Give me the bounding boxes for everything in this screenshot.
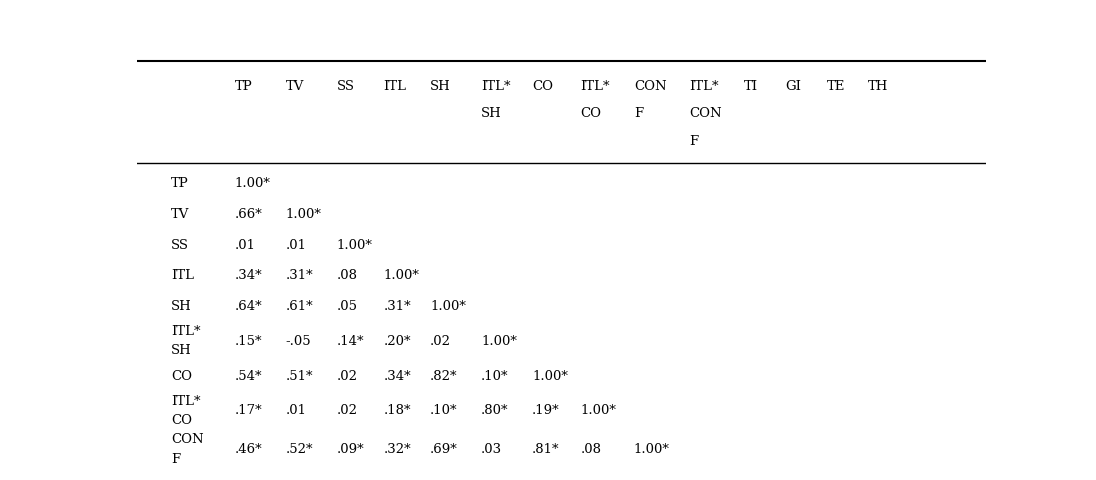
Text: TV: TV: [286, 80, 304, 93]
Text: .34*: .34*: [384, 370, 411, 383]
Text: TI: TI: [744, 80, 758, 93]
Text: 1.00*: 1.00*: [336, 239, 373, 252]
Text: .31*: .31*: [286, 269, 313, 282]
Text: .15*: .15*: [235, 335, 262, 348]
Text: ITL*: ITL*: [171, 325, 201, 338]
Text: CO: CO: [171, 414, 192, 427]
Text: 1.00*: 1.00*: [581, 404, 616, 417]
Text: ITL: ITL: [384, 80, 407, 93]
Text: 1.00*: 1.00*: [481, 335, 517, 348]
Text: .08: .08: [581, 443, 602, 456]
Text: CO: CO: [532, 80, 553, 93]
Text: .01: .01: [286, 239, 307, 252]
Text: .17*: .17*: [235, 404, 262, 417]
Text: F: F: [171, 453, 180, 466]
Text: ITL: ITL: [171, 269, 194, 282]
Text: .32*: .32*: [384, 443, 411, 456]
Text: .10*: .10*: [481, 370, 509, 383]
Text: .10*: .10*: [430, 404, 457, 417]
Text: .64*: .64*: [235, 300, 262, 313]
Text: .19*: .19*: [532, 404, 560, 417]
Text: -.05: -.05: [286, 335, 311, 348]
Text: TE: TE: [826, 80, 845, 93]
Text: 1.00*: 1.00*: [633, 443, 670, 456]
Text: CO: CO: [581, 108, 602, 120]
Text: .66*: .66*: [235, 208, 262, 221]
Text: GI: GI: [785, 80, 801, 93]
Text: .46*: .46*: [235, 443, 262, 456]
Text: .81*: .81*: [532, 443, 559, 456]
Text: .20*: .20*: [384, 335, 411, 348]
Text: .18*: .18*: [384, 404, 411, 417]
Text: SH: SH: [481, 108, 502, 120]
Text: .14*: .14*: [336, 335, 364, 348]
Text: .51*: .51*: [286, 370, 313, 383]
Text: .61*: .61*: [286, 300, 313, 313]
Text: TP: TP: [171, 177, 189, 190]
Text: ITL*: ITL*: [689, 80, 719, 93]
Text: .01: .01: [235, 239, 255, 252]
Text: ITL*: ITL*: [581, 80, 609, 93]
Text: .69*: .69*: [430, 443, 458, 456]
Text: SH: SH: [171, 300, 192, 313]
Text: TV: TV: [171, 208, 190, 221]
Text: CON: CON: [689, 108, 722, 120]
Text: SS: SS: [171, 239, 189, 252]
Text: SH: SH: [171, 344, 192, 358]
Text: .82*: .82*: [430, 370, 457, 383]
Text: .02: .02: [336, 370, 357, 383]
Text: 1.00*: 1.00*: [532, 370, 568, 383]
Text: .08: .08: [336, 269, 357, 282]
Text: TP: TP: [235, 80, 252, 93]
Text: ITL*: ITL*: [171, 395, 201, 408]
Text: SS: SS: [336, 80, 355, 93]
Text: SH: SH: [430, 80, 450, 93]
Text: .80*: .80*: [481, 404, 509, 417]
Text: CON: CON: [633, 80, 666, 93]
Text: .31*: .31*: [384, 300, 411, 313]
Text: F: F: [689, 135, 698, 148]
Text: .09*: .09*: [336, 443, 364, 456]
Text: .34*: .34*: [235, 269, 262, 282]
Text: F: F: [633, 108, 643, 120]
Text: 1.00*: 1.00*: [286, 208, 321, 221]
Text: .02: .02: [430, 335, 452, 348]
Text: .03: .03: [481, 443, 502, 456]
Text: ITL*: ITL*: [481, 80, 511, 93]
Text: 1.00*: 1.00*: [235, 177, 271, 190]
Text: .05: .05: [336, 300, 357, 313]
Text: CO: CO: [171, 370, 192, 383]
Text: .54*: .54*: [235, 370, 262, 383]
Text: TH: TH: [867, 80, 888, 93]
Text: .52*: .52*: [286, 443, 313, 456]
Text: 1.00*: 1.00*: [384, 269, 419, 282]
Text: .01: .01: [286, 404, 307, 417]
Text: 1.00*: 1.00*: [430, 300, 466, 313]
Text: .02: .02: [336, 404, 357, 417]
Text: CON: CON: [171, 433, 204, 446]
